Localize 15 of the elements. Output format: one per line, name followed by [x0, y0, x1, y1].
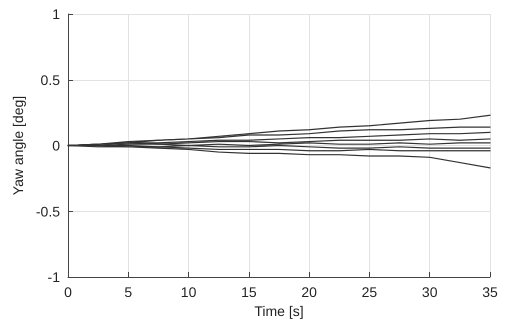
y-tick-label: 0.5 — [40, 72, 60, 88]
x-tick-label: 10 — [180, 284, 197, 300]
y-tick-label: -1 — [48, 269, 60, 285]
x-tick-label: 20 — [301, 284, 318, 300]
x-axis-title: Time [s] — [254, 302, 304, 319]
x-tick-label: 15 — [241, 284, 257, 300]
x-tick-label: 30 — [422, 284, 438, 300]
y-tick-label: 0 — [52, 138, 60, 154]
x-tick-label: 25 — [362, 284, 378, 300]
x-tick-label: 5 — [124, 284, 132, 300]
x-tick-label: 35 — [482, 284, 498, 300]
y-tick-label: 1 — [52, 6, 60, 22]
y-tick-label: -0.5 — [36, 203, 60, 220]
y-axis-title: Yaw angle [deg] — [10, 96, 26, 196]
x-tick-label: 0 — [64, 284, 72, 300]
